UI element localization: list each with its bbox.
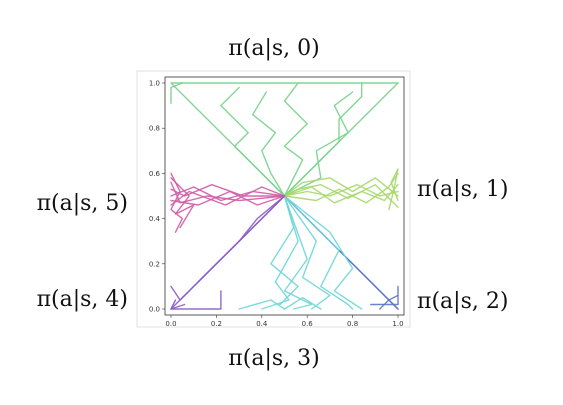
trajectory-line-policy-3 xyxy=(283,195,363,310)
trajectory-line-policy-0 xyxy=(283,82,363,197)
policy-label-5: π(a|s, 5) xyxy=(37,191,128,216)
trajectory-line-policy-4 xyxy=(197,195,286,283)
trajectory-line-policy-4 xyxy=(170,299,186,310)
y-tick-label: 0.8 xyxy=(149,125,160,133)
trajectory-line-policy-5 xyxy=(170,181,286,204)
policy-label-1: π(a|s, 1) xyxy=(417,177,508,202)
x-tick-label: 0.6 xyxy=(302,320,314,328)
axes-frame xyxy=(164,76,405,316)
x-tick-label: 0.2 xyxy=(211,320,222,328)
x-tick-label: 0.0 xyxy=(165,320,176,328)
trajectory-line-policy-1 xyxy=(283,183,399,204)
trajectory-line-policy-3 xyxy=(270,195,299,306)
trajectory-line-policy-0 xyxy=(283,82,308,197)
trajectory-line-policy-2 xyxy=(370,285,399,306)
y-tick-label: 0.0 xyxy=(149,306,160,314)
trajectory-line-policy-2 xyxy=(379,299,399,310)
trajectory-line-policy-5 xyxy=(170,177,195,229)
trajectory-line-policy-5 xyxy=(170,172,184,233)
policy-label-0: π(a|s, 0) xyxy=(228,36,319,61)
x-tick-label: 0.8 xyxy=(347,320,358,328)
trajectory-line-policy-5 xyxy=(170,186,286,206)
trajectory-line-policy-5 xyxy=(170,186,286,202)
y-tick-label: 1.0 xyxy=(149,80,160,88)
y-tick-label: 0.4 xyxy=(149,215,161,223)
y-tick-label: 0.2 xyxy=(149,260,160,268)
trajectory-line-policy-4 xyxy=(170,290,222,310)
x-tick-label: 0.4 xyxy=(256,320,268,328)
trajectory-line-policy-5 xyxy=(170,183,286,197)
trajectory-line-policy-0 xyxy=(170,82,184,105)
trajectory-line-policy-3 xyxy=(283,195,313,310)
policy-label-2: π(a|s, 2) xyxy=(417,289,508,314)
x-tick-label: 1.0 xyxy=(392,320,403,328)
trajectory-line-policy-1 xyxy=(283,177,399,197)
trajectory-line-policy-1 xyxy=(283,183,399,209)
trajectory-line-policy-3 xyxy=(283,195,331,310)
y-tick-label: 0.6 xyxy=(149,170,161,178)
trajectory-line-policy-3 xyxy=(283,195,354,310)
trajectory-line-policy-1 xyxy=(283,183,399,197)
policy-label-4: π(a|s, 4) xyxy=(37,287,128,312)
policy-label-3: π(a|s, 3) xyxy=(228,346,319,371)
trajectory-line-policy-3 xyxy=(238,297,322,310)
trajectory-line-policy-1 xyxy=(388,168,399,211)
trajectory-line-policy-0 xyxy=(251,91,286,197)
trajectory-line-policy-0 xyxy=(220,86,286,197)
plot-area: 0.0 0.2 0.4 0.6 0.8 1.0 0.0 0.2 0.4 0.6 0.8 1.0 xyxy=(149,76,405,328)
